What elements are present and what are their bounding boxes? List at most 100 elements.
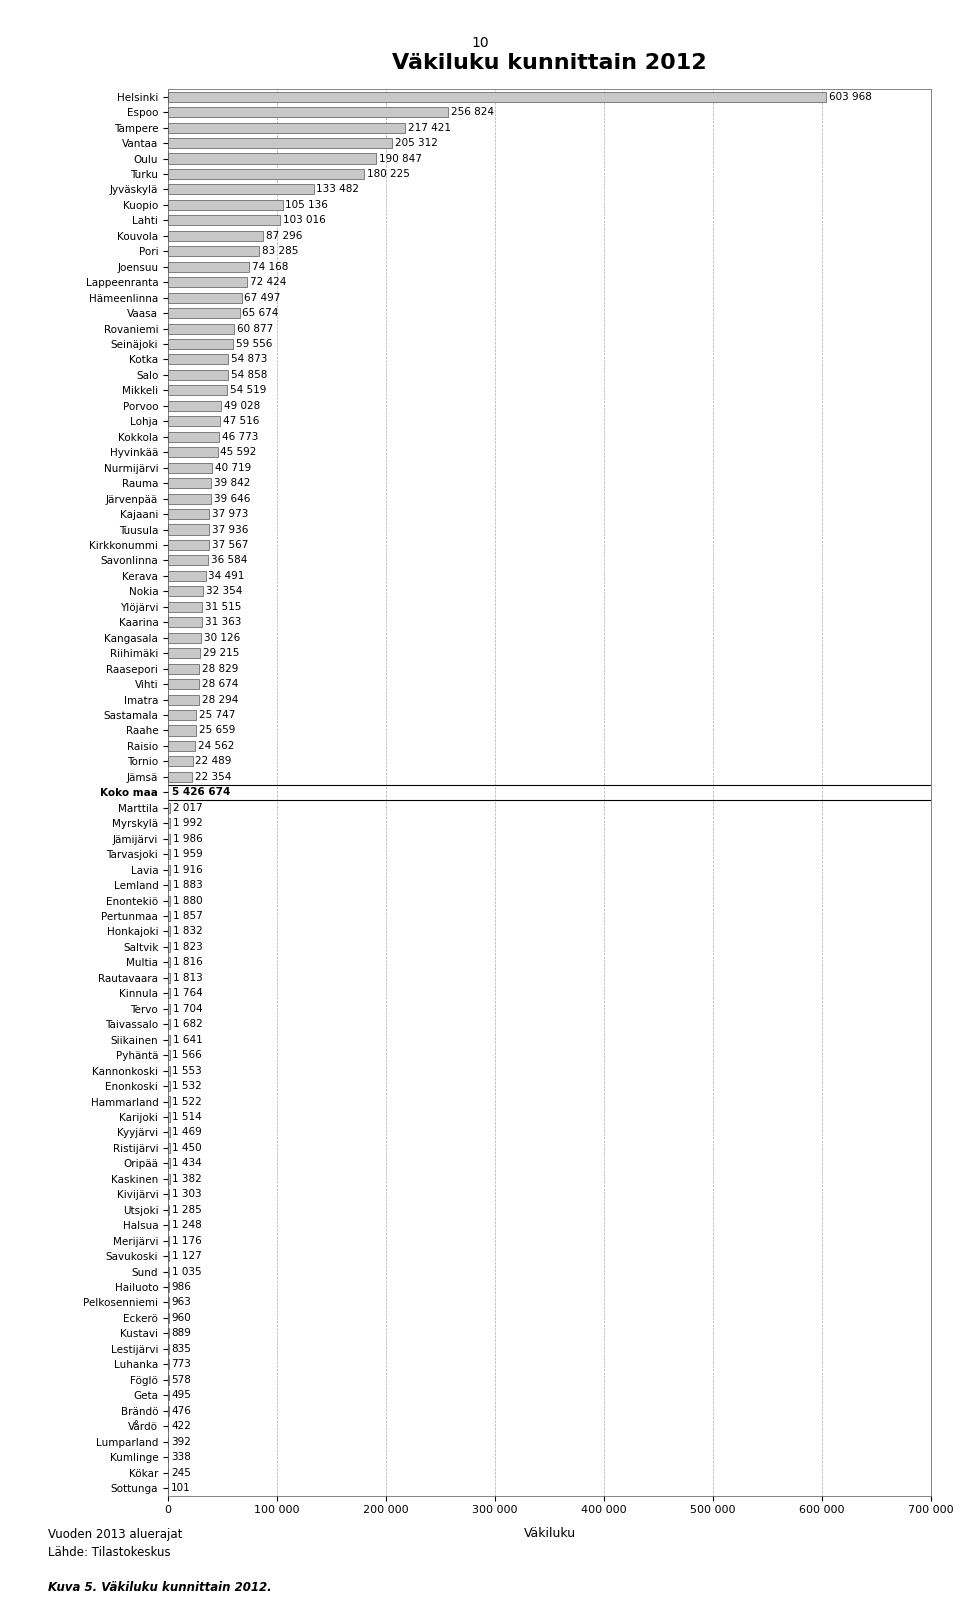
- Bar: [168, 432, 219, 441]
- Text: 1 035: 1 035: [172, 1266, 202, 1276]
- Bar: [168, 137, 392, 149]
- Text: 1 127: 1 127: [172, 1252, 202, 1261]
- Bar: [168, 277, 247, 288]
- Bar: [168, 648, 200, 658]
- Bar: [168, 941, 170, 952]
- Text: 28 829: 28 829: [203, 663, 238, 674]
- Bar: [168, 1049, 170, 1061]
- Text: 1 285: 1 285: [172, 1205, 202, 1214]
- Text: 72 424: 72 424: [250, 277, 286, 288]
- Bar: [168, 757, 193, 766]
- Bar: [168, 741, 195, 750]
- Text: 392: 392: [171, 1436, 191, 1447]
- Text: 25 747: 25 747: [199, 710, 235, 720]
- Bar: [168, 1127, 170, 1137]
- Bar: [168, 679, 200, 689]
- Text: 1 566: 1 566: [173, 1049, 203, 1061]
- Bar: [168, 168, 365, 179]
- Text: 1 641: 1 641: [173, 1035, 203, 1045]
- Bar: [168, 695, 199, 705]
- Text: 1 883: 1 883: [173, 880, 203, 889]
- Text: 49 028: 49 028: [225, 401, 260, 411]
- Text: 2 017: 2 017: [173, 802, 203, 813]
- Text: 54 858: 54 858: [230, 370, 267, 380]
- Bar: [168, 602, 203, 611]
- Text: 1 813: 1 813: [173, 973, 203, 983]
- Text: 1 764: 1 764: [173, 988, 203, 998]
- Bar: [168, 957, 170, 967]
- Bar: [168, 107, 448, 116]
- Bar: [168, 1143, 170, 1153]
- Text: 256 824: 256 824: [451, 107, 493, 116]
- Text: 31 363: 31 363: [204, 618, 241, 627]
- Text: 835: 835: [172, 1344, 191, 1353]
- Bar: [168, 340, 233, 349]
- Bar: [168, 231, 263, 241]
- Bar: [168, 587, 204, 597]
- Text: 1 816: 1 816: [173, 957, 203, 967]
- Bar: [168, 385, 228, 396]
- Text: 67 497: 67 497: [244, 293, 280, 302]
- Text: 25 659: 25 659: [199, 726, 235, 736]
- Bar: [168, 849, 170, 859]
- Text: 103 016: 103 016: [283, 215, 325, 225]
- Bar: [168, 1282, 169, 1292]
- Bar: [168, 571, 205, 581]
- Text: 83 285: 83 285: [261, 246, 298, 255]
- Text: Lähde: Tilastokeskus: Lähde: Tilastokeskus: [48, 1546, 171, 1559]
- Text: 45 592: 45 592: [221, 448, 257, 458]
- Text: 495: 495: [171, 1391, 191, 1400]
- Text: 1 514: 1 514: [173, 1112, 203, 1122]
- Text: 60 877: 60 877: [237, 323, 274, 333]
- Bar: [168, 710, 196, 720]
- Bar: [168, 1096, 170, 1106]
- Text: 963: 963: [172, 1297, 192, 1308]
- Bar: [168, 1066, 170, 1075]
- Text: 1 992: 1 992: [173, 818, 203, 828]
- Text: 422: 422: [171, 1421, 191, 1431]
- Text: Vuoden 2013 aluerajat: Vuoden 2013 aluerajat: [48, 1528, 182, 1541]
- Bar: [168, 1188, 169, 1200]
- Text: 190 847: 190 847: [379, 154, 421, 163]
- Bar: [168, 618, 203, 627]
- Bar: [168, 509, 209, 519]
- Text: 1 434: 1 434: [172, 1158, 202, 1169]
- Bar: [168, 865, 170, 875]
- Text: 1 880: 1 880: [173, 896, 203, 906]
- Bar: [168, 973, 170, 983]
- Bar: [168, 1252, 169, 1261]
- Bar: [168, 1221, 169, 1231]
- Text: 180 225: 180 225: [368, 168, 410, 179]
- Text: 28 674: 28 674: [202, 679, 238, 689]
- Bar: [168, 1205, 169, 1214]
- Text: 245: 245: [171, 1468, 191, 1478]
- Bar: [168, 479, 211, 488]
- Bar: [168, 988, 170, 998]
- Text: 37 567: 37 567: [212, 540, 248, 550]
- Text: 36 584: 36 584: [210, 556, 247, 566]
- Bar: [168, 246, 259, 255]
- Bar: [168, 309, 240, 319]
- Bar: [168, 771, 192, 783]
- Text: 65 674: 65 674: [242, 309, 278, 319]
- Text: 1 532: 1 532: [173, 1082, 203, 1091]
- Bar: [168, 1112, 170, 1122]
- Text: 1 857: 1 857: [173, 910, 203, 922]
- Bar: [168, 910, 170, 922]
- Bar: [168, 123, 405, 133]
- Bar: [168, 493, 211, 503]
- Bar: [168, 354, 228, 364]
- Text: 578: 578: [171, 1374, 191, 1384]
- Text: 1 823: 1 823: [173, 943, 203, 952]
- Text: 31 515: 31 515: [205, 602, 242, 611]
- Bar: [168, 215, 280, 225]
- Text: 47 516: 47 516: [223, 416, 259, 427]
- Bar: [168, 880, 170, 889]
- Text: 29 215: 29 215: [203, 648, 239, 658]
- Bar: [168, 524, 209, 535]
- Bar: [168, 1313, 169, 1323]
- Text: 1 176: 1 176: [172, 1235, 202, 1245]
- Text: 1 469: 1 469: [173, 1127, 202, 1137]
- Text: 87 296: 87 296: [266, 231, 302, 241]
- Text: 217 421: 217 421: [408, 123, 451, 133]
